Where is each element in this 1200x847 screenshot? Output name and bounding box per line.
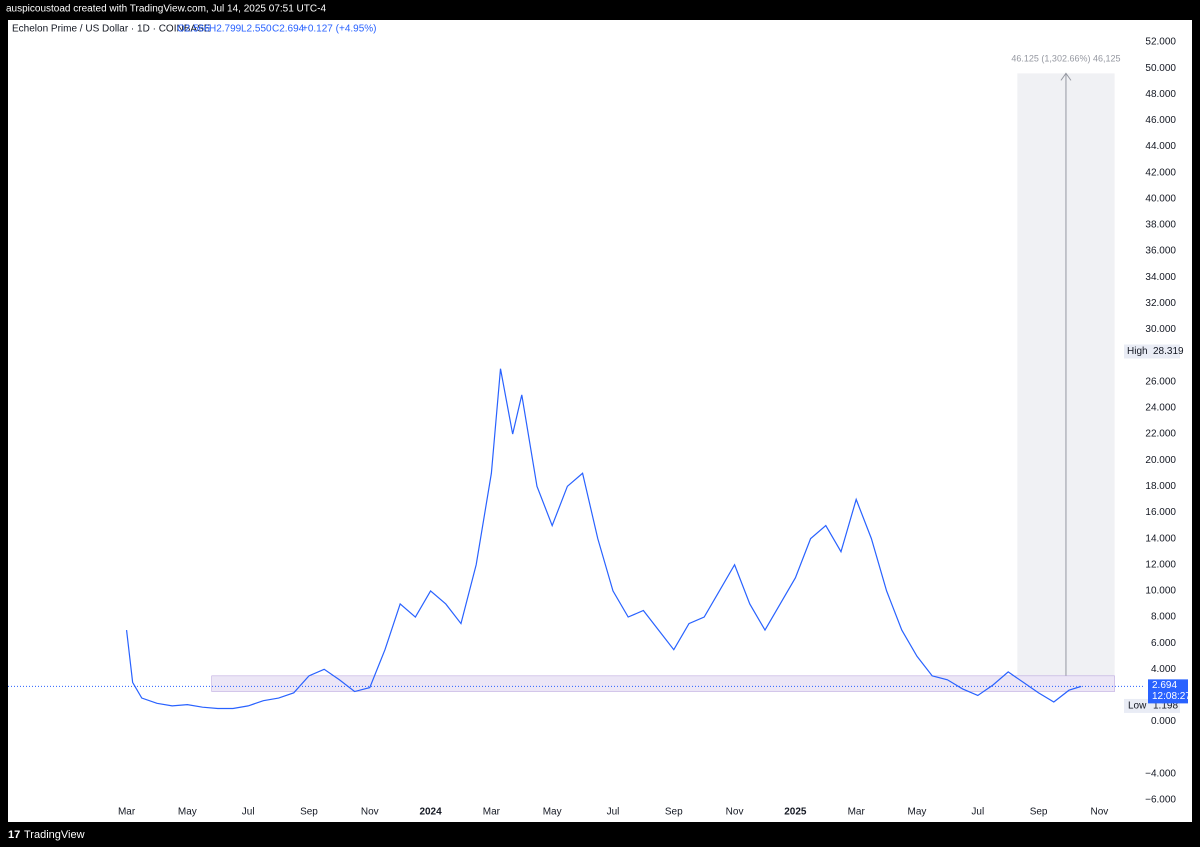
- ohlc-open: O2.566: [177, 24, 210, 35]
- y-tick-label: −4.000: [1145, 769, 1176, 780]
- ohlc-close: C2.694: [272, 24, 305, 35]
- y-tick-label: 24.000: [1145, 403, 1176, 414]
- y-tick-label: 4.000: [1151, 664, 1176, 675]
- y-tick-label: 30.000: [1145, 324, 1176, 335]
- x-tick-label: May: [908, 807, 927, 818]
- x-tick-label: Nov: [1091, 807, 1109, 818]
- high-label: High: [1127, 346, 1148, 357]
- x-tick-label: Mar: [848, 807, 866, 818]
- y-tick-label: 36.000: [1145, 246, 1176, 257]
- high-value: 28.319: [1153, 346, 1184, 357]
- y-tick-label: 20.000: [1145, 455, 1176, 466]
- y-tick-label: 12.000: [1145, 559, 1176, 570]
- y-tick-label: 52.000: [1145, 37, 1176, 48]
- x-tick-label: Jul: [242, 807, 255, 818]
- y-tick-label: 50.000: [1145, 63, 1176, 74]
- x-tick-label: Nov: [726, 807, 744, 818]
- zone: [211, 675, 1115, 692]
- y-tick-label: 14.000: [1145, 533, 1176, 544]
- y-tick-label: 32.000: [1145, 298, 1176, 309]
- y-tick-label: 6.000: [1151, 638, 1176, 649]
- brand: TradingView: [24, 829, 85, 841]
- measure-arrowhead: [1060, 72, 1072, 81]
- ohlc-high: H2.799: [209, 24, 242, 35]
- y-tick-label: 48.000: [1145, 89, 1176, 100]
- ohlc-low: L2.550: [241, 24, 272, 35]
- y-tick-label: 18.000: [1145, 481, 1176, 492]
- y-tick-label: 16.000: [1145, 507, 1176, 518]
- high-badge: [1124, 344, 1180, 359]
- credit: auspicoustoad created with TradingView.c…: [6, 4, 326, 15]
- x-tick-label: Sep: [665, 807, 683, 818]
- ohlc-change: +0.127 (+4.95%): [302, 24, 377, 35]
- low-label: Low: [1128, 701, 1147, 712]
- x-tick-label: Sep: [300, 807, 318, 818]
- brand-logo: 17: [8, 829, 20, 841]
- x-tick-label: Jul: [607, 807, 620, 818]
- measure-label: 46.125 (1,302.66%) 46,125: [1011, 54, 1120, 64]
- y-tick-label: 0.000: [1151, 716, 1176, 727]
- y-tick-label: 22.000: [1145, 429, 1176, 440]
- y-tick-label: 8.000: [1151, 612, 1176, 623]
- x-tick-label: Jul: [971, 807, 984, 818]
- y-tick-label: 46.000: [1145, 115, 1176, 126]
- x-tick-label: Sep: [1030, 807, 1048, 818]
- y-tick-label: 34.000: [1145, 272, 1176, 283]
- symbol: Echelon Prime / US Dollar · 1D · COINBAS…: [12, 24, 211, 35]
- y-tick-label: 42.000: [1145, 167, 1176, 178]
- x-tick-label: Mar: [483, 807, 501, 818]
- y-tick-label: 38.000: [1145, 220, 1176, 231]
- y-tick-label: 40.000: [1145, 193, 1176, 204]
- x-tick-label: May: [178, 807, 197, 818]
- x-tick-label: Nov: [361, 807, 379, 818]
- x-tick-label: May: [543, 807, 562, 818]
- y-tick-label: 44.000: [1145, 141, 1176, 152]
- price-line: [125, 368, 1082, 710]
- chart-area: [8, 20, 1192, 822]
- y-tick-label: 10.000: [1145, 586, 1176, 597]
- low-value: 1.198: [1153, 701, 1178, 712]
- y-tick-label: −6.000: [1145, 795, 1176, 806]
- x-tick-label: 2025: [784, 807, 807, 818]
- y-tick-label: 26.000: [1145, 376, 1176, 387]
- last-value: 2.694: [1152, 680, 1177, 691]
- x-tick-label: 2024: [419, 807, 442, 818]
- countdown: 12:08:27: [1152, 691, 1191, 702]
- x-tick-label: Mar: [118, 807, 136, 818]
- last-badge: [1148, 679, 1188, 704]
